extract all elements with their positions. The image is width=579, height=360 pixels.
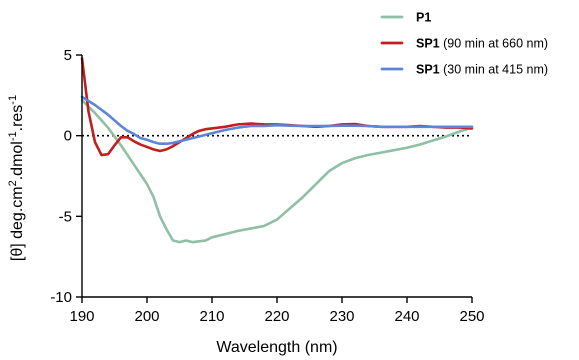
y-tick-label--5: -5	[59, 208, 72, 225]
series-line-0	[80, 98, 474, 244]
y-axis-title-superscript: 2	[7, 180, 19, 186]
axes: 190 200 210 220 230 240 250 -10 -5 0 5 Wavelength (…	[7, 47, 485, 356]
x-tick-label-250: 250	[459, 308, 484, 325]
legend-entry-1: SP1 (90 min at 660 nm)	[416, 37, 548, 51]
x-tick-label-230: 230	[329, 308, 354, 325]
x-axis-title: Wavelength (nm)	[216, 339, 337, 356]
y-axis-title-superscript: -1	[7, 95, 19, 105]
legend-label-bold: SP1	[416, 63, 440, 77]
legend-label-detail: (30 min at 415 nm)	[440, 63, 548, 77]
x-tick-label-240: 240	[394, 308, 419, 325]
series-line-2	[80, 95, 474, 146]
y-axis-title-part: [θ] deg.cm	[9, 186, 26, 261]
legend-label-bold: P1	[416, 11, 431, 25]
y-axis-title: [θ] deg.cm2.dmol-1.res-1	[7, 95, 26, 261]
y-axis-title-superscript: -1	[7, 131, 19, 141]
legend-entry-2: SP1 (30 min at 415 nm)	[416, 63, 548, 77]
legend-entry-0: P1	[416, 11, 431, 25]
x-tick-label-200: 200	[134, 308, 159, 325]
y-tick-label-5: 5	[64, 47, 72, 64]
y-tick-label--10: -10	[50, 289, 72, 306]
y-axis-title-part: .res	[9, 105, 26, 132]
x-tick-label-190: 190	[69, 308, 94, 325]
y-axis-title-part: .dmol	[9, 141, 26, 180]
legend-label-detail: (90 min at 660 nm)	[440, 37, 548, 51]
legend-label-bold: SP1	[416, 37, 440, 51]
x-tick-label-220: 220	[264, 308, 289, 325]
series-line-1	[80, 56, 474, 157]
x-tick-label-210: 210	[199, 308, 224, 325]
plot-area	[80, 56, 474, 244]
y-tick-label-0: 0	[64, 128, 72, 145]
